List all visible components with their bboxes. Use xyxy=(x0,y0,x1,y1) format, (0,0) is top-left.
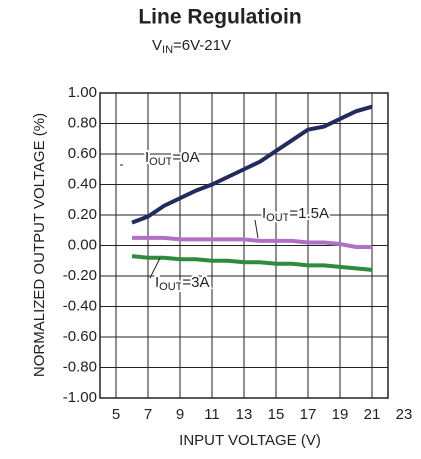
y-tick-label: -0.80 xyxy=(63,358,97,375)
x-tick-label: 23 xyxy=(396,406,413,423)
y-tick-label: 0.00 xyxy=(68,236,97,253)
x-tick-label: 11 xyxy=(204,406,220,423)
chart-title: Line Regulatioin xyxy=(138,6,301,29)
x-tick-label: 9 xyxy=(176,406,184,423)
x-tick-label: 21 xyxy=(364,406,381,423)
y-tick-label: -1.00 xyxy=(63,389,97,406)
chart-subtitle: VIN=6V-21V xyxy=(152,37,231,56)
series-label: IOUT=3A xyxy=(155,274,210,293)
x-axis-label: INPUT VOLTAGE (V) xyxy=(179,432,321,449)
y-tick-label: -0.20 xyxy=(63,267,97,284)
x-tick-label: 7 xyxy=(144,406,152,423)
data-line xyxy=(132,235,372,250)
y-tick-label: 0.80 xyxy=(68,114,97,131)
x-tick-label: 17 xyxy=(300,406,317,423)
series-label: IOUT=0A xyxy=(145,149,200,168)
y-axis-label: NORMALIZED OUTPUT VOLTAGE (%) xyxy=(31,113,48,377)
y-tick-label: 0.60 xyxy=(68,145,97,162)
y-tick-label: -0.40 xyxy=(63,297,97,314)
x-tick-label: 13 xyxy=(236,406,253,423)
y-tick-label: 1.00 xyxy=(68,84,97,101)
x-tick-label: 15 xyxy=(268,406,285,423)
y-tick-label: -0.60 xyxy=(63,328,97,345)
data-line xyxy=(131,104,373,225)
label-leader xyxy=(149,257,161,279)
x-tick-label: 5 xyxy=(112,406,120,423)
label-leader xyxy=(254,219,259,239)
data-line xyxy=(131,254,373,272)
y-tick-label: 0.40 xyxy=(68,175,97,192)
series-label: IOUT=1.5A xyxy=(262,205,329,224)
x-tick-label: 19 xyxy=(332,406,349,423)
y-tick-label: 0.20 xyxy=(68,206,97,223)
